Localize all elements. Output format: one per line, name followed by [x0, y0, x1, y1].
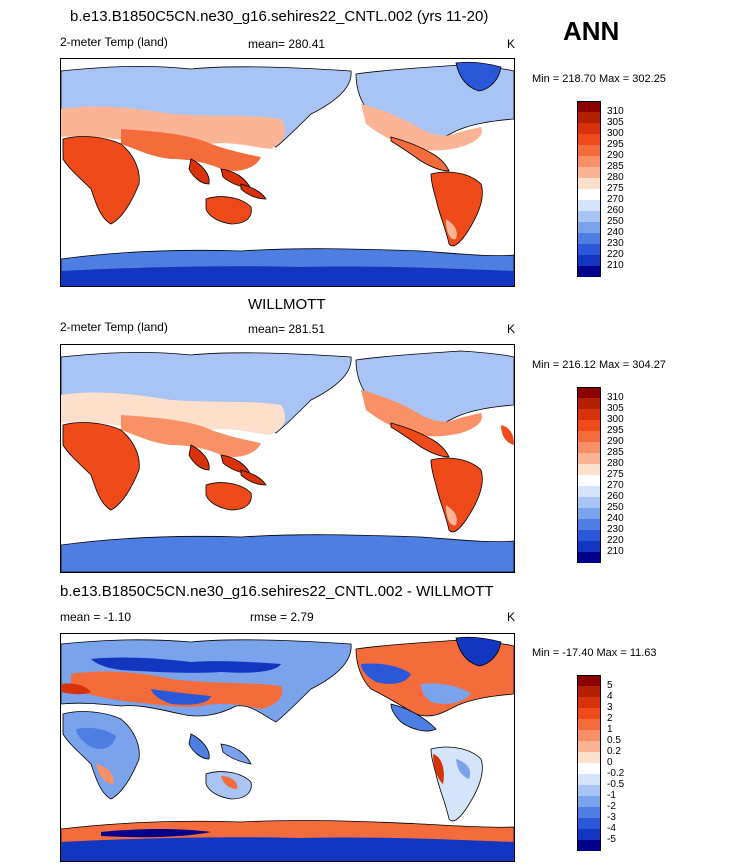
- panel1-cbar-label: 275: [607, 183, 624, 194]
- panel2-cbar-label: 220: [607, 535, 624, 546]
- panel2-cbar-label: 250: [607, 502, 624, 513]
- panel2-cbar-label: 290: [607, 436, 624, 447]
- panel2-cbar-label: 270: [607, 480, 624, 491]
- panel2-cbar-label: 305: [607, 403, 624, 414]
- panel3-cbar-label: 0.2: [607, 746, 621, 757]
- panel1-cbar-label: 260: [607, 205, 624, 216]
- panel3-mean: mean = -1.10: [60, 610, 132, 624]
- panel3-minmax: Min = -17.40 Max = 11.63: [532, 647, 657, 659]
- panel2-cbar-label: 300: [607, 414, 624, 425]
- panel3-cbar-label: -0.2: [607, 768, 625, 779]
- panel3-colorbar: 5 4 3 2 1 0.5 0.2 0 -0.2 -0.5 -1 -2 -3 -…: [577, 675, 624, 851]
- panel3-cbar-label: -2: [607, 801, 616, 812]
- season-label: ANN: [563, 16, 620, 46]
- panel2-mean: mean= 281.51: [248, 322, 326, 336]
- panel1-cbar-label: 290: [607, 150, 624, 161]
- panel1-cbar-label: 230: [607, 238, 624, 249]
- panel1-cbar-label: 250: [607, 216, 624, 227]
- panel3-cbar-label: 0: [607, 757, 613, 768]
- panel1-title: b.e13.B1850C5CN.ne30_g16.sehires22_CNTL.…: [70, 8, 489, 25]
- panel2-title: WILLMOTT: [248, 296, 326, 313]
- panel3-cbar-label: 2: [607, 713, 613, 724]
- panel1-cbar-label: 285: [607, 161, 624, 172]
- panel2-cbar-label: 275: [607, 469, 624, 480]
- panel2-cbar-label: 230: [607, 524, 624, 535]
- panel3-cbar-label: -4: [607, 823, 616, 834]
- panel3-rmse: rmse = 2.79: [250, 610, 314, 624]
- panel1-units: K: [507, 37, 516, 51]
- panel1-minmax: Min = 218.70 Max = 302.25: [532, 73, 666, 85]
- panel2-cbar-label: 285: [607, 447, 624, 458]
- panel3-cbar-label: 5: [607, 680, 613, 691]
- panel2-colorbar: 310 305 300 295 290 285 280 275 270 260 …: [577, 387, 624, 563]
- panel3-units: K: [507, 610, 516, 624]
- panel1-cbar-label: 310: [607, 106, 624, 117]
- panel1-cbar-label: 295: [607, 139, 624, 150]
- panel2-cbar-label: 280: [607, 458, 624, 469]
- panel1-cbar-label: 210: [607, 260, 624, 271]
- panel1-map: [60, 58, 515, 287]
- panel2-cbar-label: 240: [607, 513, 624, 524]
- panel3-cbar-label: -0.5: [607, 779, 625, 790]
- panel2-map: [60, 344, 515, 573]
- panel3-cbar-label: 1: [607, 724, 613, 735]
- panel3-cbar-label: -1: [607, 790, 616, 801]
- panel1-cbar-label: 270: [607, 194, 624, 205]
- panel3-cbar-label: 3: [607, 702, 613, 713]
- panel2-cbar-label: 310: [607, 392, 624, 403]
- panel1-cbar-label: 300: [607, 128, 624, 139]
- panel1-cbar-label: 220: [607, 249, 624, 260]
- panel3-cbar-label: -5: [607, 834, 616, 845]
- panel3-map-svg: [61, 636, 514, 861]
- panel3-title: b.e13.B1850C5CN.ne30_g16.sehires22_CNTL.…: [60, 583, 494, 600]
- panel2-minmax: Min = 216.12 Max = 304.27: [532, 359, 666, 371]
- panel2-cbar-label: 210: [607, 546, 624, 557]
- panel2-cbar-label: 260: [607, 491, 624, 502]
- panel1-cbar-label: 240: [607, 227, 624, 238]
- panel3-map: [60, 633, 515, 862]
- panel1-cbar-label: 280: [607, 172, 624, 183]
- panel1-mean: mean= 280.41: [248, 37, 326, 51]
- panel3-cbar-label: -3: [607, 812, 616, 823]
- panel3-cbar-label: 4: [607, 691, 613, 702]
- panel2-cbar-label: 295: [607, 425, 624, 436]
- panel2-map-svg: [61, 350, 514, 572]
- panel1-colorbar: 310 305 300 295 290 285 280 275 270 260 …: [577, 101, 624, 277]
- panel2-units: K: [507, 322, 516, 336]
- panel2-variable: 2-meter Temp (land): [60, 320, 168, 334]
- panel1-map-svg: [61, 61, 514, 286]
- panel1-cbar-label: 305: [607, 117, 624, 128]
- panel1-variable: 2-meter Temp (land): [60, 35, 168, 49]
- panel3-cbar-label: 0.5: [607, 735, 621, 746]
